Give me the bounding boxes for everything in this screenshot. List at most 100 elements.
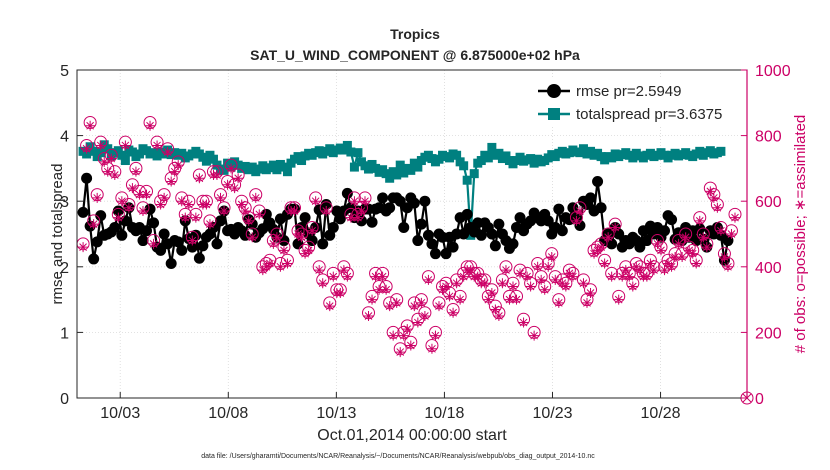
obs-assimilated-point [532, 261, 543, 272]
obs-assimilated-point [123, 202, 134, 213]
rmse-point [429, 248, 441, 260]
obs-assimilated-point [560, 281, 571, 292]
obs-assimilated-point [78, 242, 89, 253]
totalspread-point [381, 169, 391, 179]
totalspread-point [85, 142, 95, 152]
obs-assimilated-point [655, 245, 666, 256]
legend-rmse-marker [547, 84, 561, 98]
rmse-point [109, 221, 121, 233]
obs-assimilated-point [416, 297, 427, 308]
totalspread-point [353, 148, 363, 158]
obs-assimilated-point [254, 209, 265, 220]
rmse-point [116, 229, 128, 241]
rmse-point [585, 192, 597, 204]
obs-assimilated-point [321, 206, 332, 217]
obs-assimilated-point [486, 288, 497, 299]
obs-assimilated-point [106, 153, 117, 164]
obs-assimilated-point [226, 163, 237, 174]
totalspread-point [385, 173, 395, 183]
totalspread-point [120, 156, 130, 166]
obs-assimilated-point [211, 169, 222, 180]
rmse-point [458, 228, 470, 240]
y-tick-label-right: 1000 [755, 63, 791, 80]
obs-assimilated-point [613, 294, 624, 305]
totalspread-point [297, 156, 307, 166]
totalspread-point [628, 153, 638, 163]
obs-assimilated-point [130, 166, 141, 177]
obs-assimilated-point [137, 206, 148, 217]
rmse-point [165, 258, 177, 270]
totalspread-point [487, 142, 497, 152]
obs-assimilated-point [240, 206, 251, 217]
obs-assimilated-point [493, 311, 504, 321]
obs-assimilated-point [113, 212, 124, 223]
obs-assimilated-point [451, 278, 462, 289]
obs-assimilated-point [405, 340, 416, 351]
x-tick-label: 10/18 [424, 405, 464, 422]
y-tick-label-left: 3 [60, 194, 69, 211]
obs-assimilated-point [233, 173, 244, 184]
obs-assimilated-point [190, 212, 201, 223]
obs-assimilated-point [102, 166, 113, 177]
y-tick-label-left: 5 [60, 63, 69, 80]
totalspread-point [177, 148, 187, 158]
obs-assimilated-point [726, 229, 737, 239]
totalspread-point [342, 140, 352, 150]
obs-assimilated-point [296, 232, 307, 243]
totalspread-series [78, 140, 726, 240]
obs-assimilated-point [194, 173, 205, 184]
rmse-point [634, 241, 646, 253]
obs-assimilated-point [391, 297, 402, 308]
obs-assimilated-point [729, 212, 740, 223]
obs-assimilated-point [648, 265, 659, 276]
rmse-point [148, 217, 160, 229]
rmse-point [88, 253, 100, 265]
obs-assimilated-point [120, 140, 131, 151]
totalspread-point [96, 148, 106, 158]
y-tick-label-right: 0 [755, 391, 764, 408]
rmse-point [327, 221, 339, 233]
rmse-point [186, 241, 198, 253]
obs-assimilated-point [412, 317, 423, 328]
obs-assimilated-point [95, 140, 106, 151]
obs-assimilated-point [670, 251, 681, 262]
obs-assimilated-point [324, 301, 335, 312]
totalspread-point [339, 145, 349, 155]
totalspread-point [526, 154, 536, 164]
rmse-point [595, 202, 607, 214]
totalspread-point [201, 156, 211, 166]
rmse-point [493, 218, 505, 230]
rmse-point [475, 229, 487, 241]
x-tick-label: 10/03 [100, 405, 140, 422]
obs-assimilated-point [314, 265, 325, 276]
obs-assimilated-point [529, 330, 540, 341]
totalspread-point [279, 162, 289, 172]
obs-assimilated-point [599, 258, 610, 269]
obs-assimilated-point [518, 317, 529, 328]
totalspread-point [134, 149, 144, 159]
totalspread-point [219, 165, 229, 175]
obs-assimilated-point [627, 281, 638, 292]
footer-data-file: data file: /Users/gharamti/Documents/NCA… [201, 453, 595, 460]
obs-assimilated-point [402, 324, 413, 335]
rmse-point [412, 235, 424, 247]
obs-assimilated-point [289, 206, 300, 217]
obs-assimilated-point [169, 166, 180, 177]
obs-assimilated-point [708, 192, 719, 203]
totalspread-point [476, 156, 486, 166]
obs-assimilated-point [539, 284, 550, 295]
obs-assimilated-point [176, 196, 187, 207]
rmse-point [592, 176, 604, 188]
obs-assimilated-point [620, 265, 631, 276]
obs-assimilated-point [222, 179, 233, 190]
obs-count-series [76, 115, 754, 405]
obs-assimilated-point [444, 291, 455, 302]
obs-assimilated-point [423, 274, 434, 285]
obs-assimilated-point [525, 281, 536, 292]
obs-assimilated-point [691, 258, 702, 269]
obs-assimilated-point [606, 271, 617, 282]
obs-assimilated-point [374, 284, 385, 295]
rmse-point [553, 203, 565, 215]
obs-assimilated-point [328, 271, 339, 282]
rmse-point [91, 236, 103, 248]
